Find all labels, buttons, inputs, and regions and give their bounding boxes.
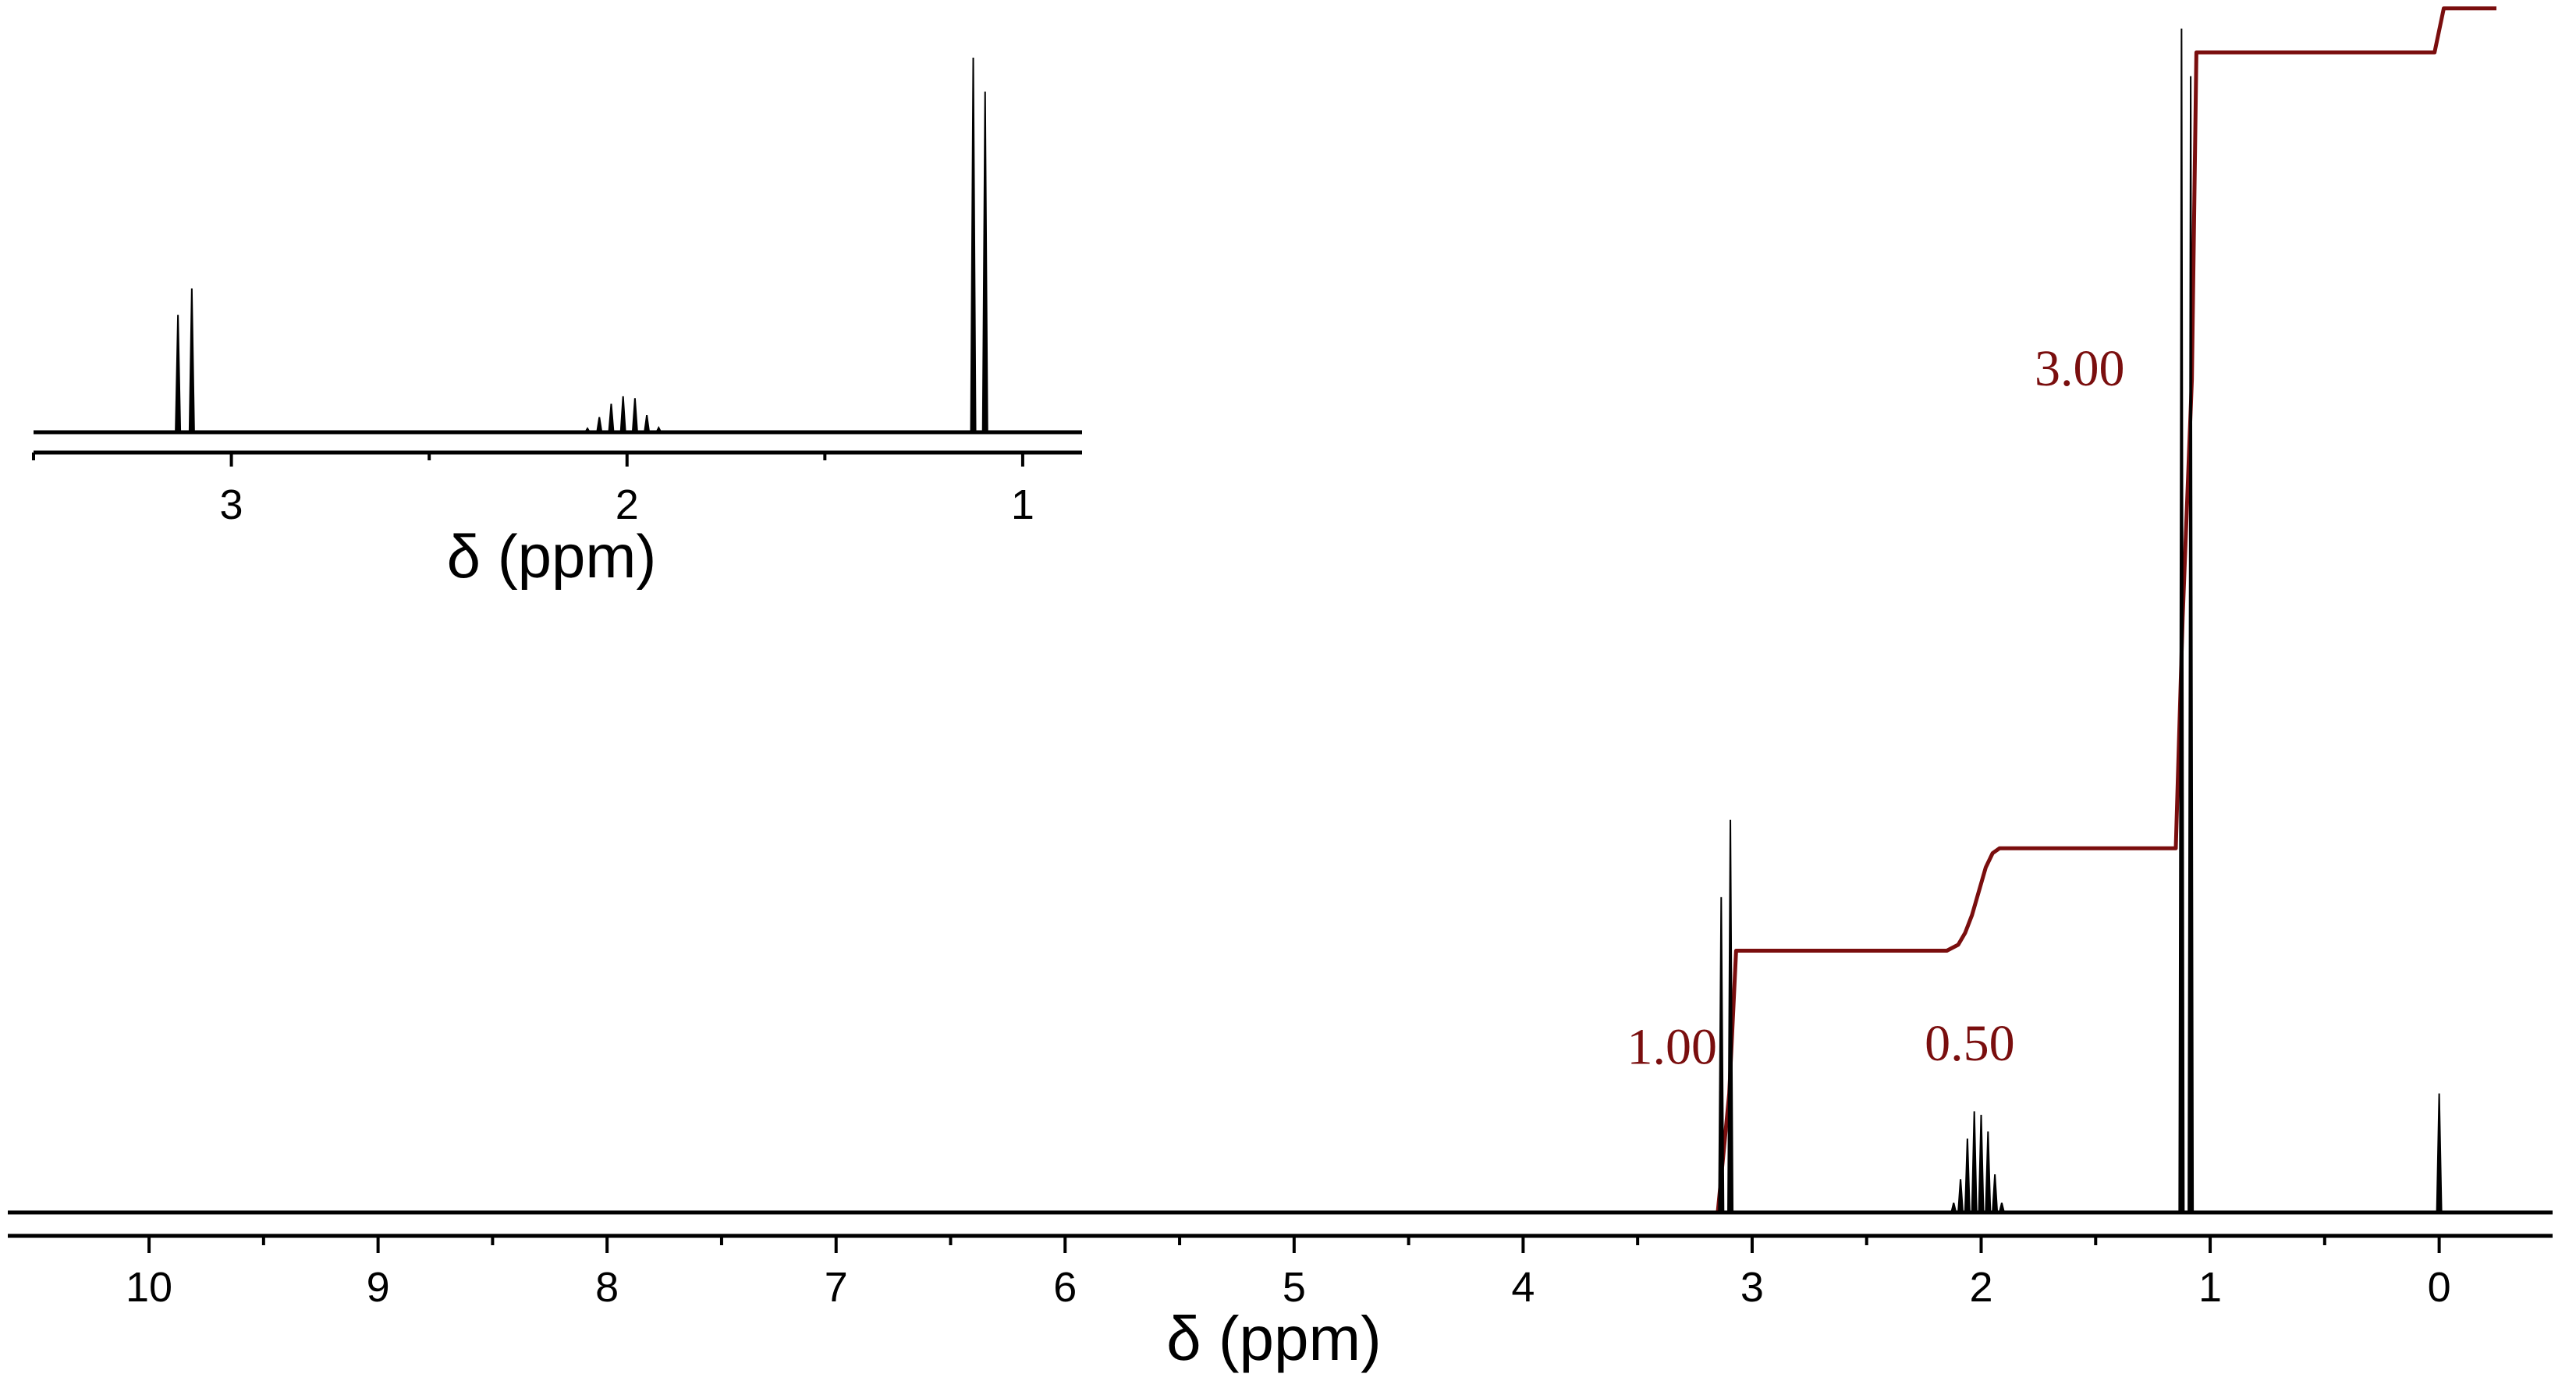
inset-x-tick-labels: 3 2 1 <box>220 481 1034 528</box>
inset-spectrum-plot: 3 2 1 δ (ppm) <box>32 57 1082 591</box>
spectrum-peak <box>1718 896 1725 1213</box>
integral-curve <box>80 6 2496 1215</box>
x-tick-label: 9 <box>367 1264 390 1311</box>
main-x-ticks <box>147 1236 2441 1253</box>
x-tick-label: 0 <box>2428 1264 2451 1311</box>
spectrum-peak <box>2436 1093 2443 1213</box>
spectrum-peak <box>1964 1138 1971 1213</box>
main-x-tick-labels: 10 9 8 7 6 5 4 3 2 1 0 <box>126 1264 2451 1311</box>
inset-x-ticks <box>32 453 1024 467</box>
x-tick-label: 1 <box>1011 481 1034 528</box>
integral-labels: 1.00 0.50 3.00 <box>1627 340 2124 1075</box>
integral-value-label: 3.00 <box>2035 340 2125 397</box>
main-x-axis-title: δ (ppm) <box>1166 1304 1382 1373</box>
main-peaks-group <box>1718 28 2443 1213</box>
x-tick-label: 2 <box>1969 1264 1992 1311</box>
x-tick-label: 1 <box>2198 1264 2222 1311</box>
spectrum-peak <box>596 417 603 433</box>
spectrum-peak <box>175 314 182 433</box>
integral-value-label: 0.50 <box>1925 1015 2015 1072</box>
x-tick-label: 3 <box>1740 1264 1764 1311</box>
x-tick-label: 3 <box>220 481 243 528</box>
x-tick-label: 7 <box>825 1264 848 1311</box>
x-tick-label: 4 <box>1511 1264 1535 1311</box>
spectrum-peak <box>1727 819 1734 1213</box>
x-tick-label: 10 <box>126 1264 172 1311</box>
spectrum-peak <box>188 288 195 433</box>
x-tick-label: 6 <box>1053 1264 1077 1311</box>
inset-x-axis-title: δ (ppm) <box>447 522 657 591</box>
spectrum-peak <box>619 396 626 433</box>
spectrum-peak <box>631 398 638 433</box>
spectrum-peak <box>970 57 977 433</box>
x-tick-label: 2 <box>616 481 639 528</box>
x-tick-label: 8 <box>595 1264 619 1311</box>
spectrum-peak <box>1957 1179 1964 1213</box>
spectrum-peak <box>1978 1114 1985 1213</box>
inset-peaks-group <box>175 57 988 433</box>
integral-value-label: 1.00 <box>1627 1018 1717 1075</box>
spectrum-peak <box>1971 1111 1978 1213</box>
spectrum-peak <box>608 403 615 433</box>
integral-curve-group <box>80 6 2496 1215</box>
main-spectrum-plot: 10 9 8 7 6 5 4 3 2 1 0 1.00 0.503.00 δ (ppm) <box>8 6 2553 1373</box>
x-tick-label: 5 <box>1283 1264 1306 1311</box>
spectrum-peak <box>1985 1131 1992 1213</box>
spectrum-peak <box>981 91 988 433</box>
spectrum-peak <box>1992 1174 1999 1213</box>
spectrum-peak <box>2178 28 2185 1213</box>
spectrum-peak <box>643 415 651 433</box>
